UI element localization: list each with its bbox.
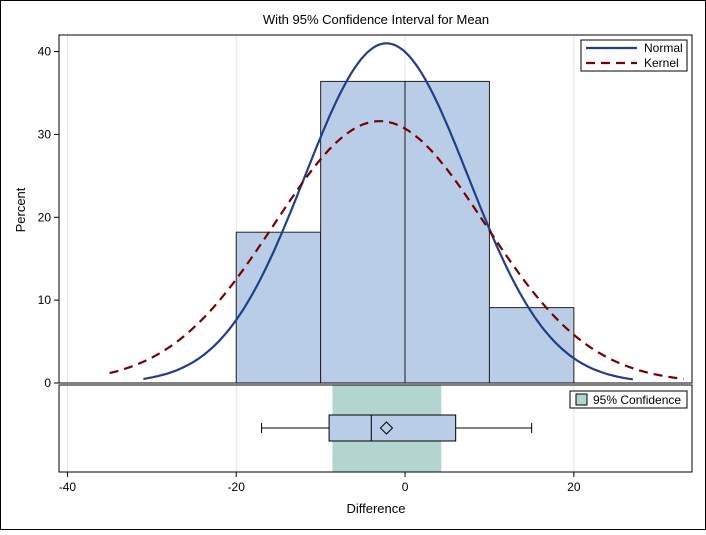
histogram-bar (488, 307, 575, 384)
histogram-bar (320, 80, 406, 384)
normal-legend-label: Normal (644, 41, 683, 55)
kernel-legend-label: Kernel (644, 56, 679, 70)
main-panel-frame (58, 34, 693, 384)
box-panel-frame (58, 384, 693, 473)
x-tick-label: 20 (567, 480, 581, 494)
boxplot-mean-marker (379, 421, 394, 435)
confidence-legend: 95% Confidence (569, 390, 688, 409)
y-tick-label: 40 (38, 45, 52, 59)
kernel-density-curve (109, 120, 684, 380)
x-tick-label: 0 (402, 480, 409, 494)
y-tick-label: 20 (38, 210, 52, 224)
legend-box (580, 39, 688, 72)
y-tick-label: 0 (44, 376, 51, 390)
histogram-bar (235, 231, 322, 384)
y-tick-label: 10 (38, 293, 52, 307)
histogram-bar (404, 80, 490, 384)
confidence-legend-box (569, 390, 688, 409)
y-axis-label: Percent (13, 187, 28, 232)
normal-density-curve (143, 42, 634, 381)
y-tick-label: 30 (38, 127, 52, 141)
confidence-legend-label: 95% Confidence (593, 393, 681, 407)
x-axis-label: Difference (346, 501, 405, 516)
x-tick-label: -20 (228, 480, 246, 494)
chart-title: With 95% Confidence Interval for Mean (263, 12, 489, 27)
confidence-legend-swatch (575, 393, 588, 406)
x-tick-label: -40 (59, 480, 77, 494)
